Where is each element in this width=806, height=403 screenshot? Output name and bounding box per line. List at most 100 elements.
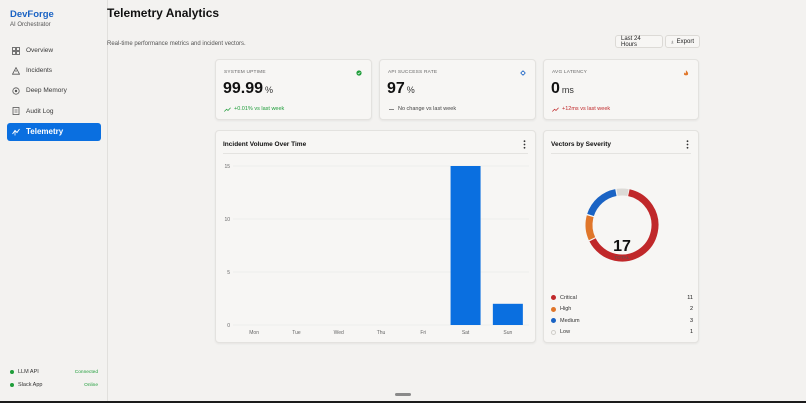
legend-swatch xyxy=(551,329,556,335)
x-tick-label: Thu xyxy=(377,330,386,336)
kpi-value: 0 ms xyxy=(551,80,574,98)
kpi-label: API SUCCESS RATE xyxy=(388,70,438,75)
sidebar-item-audit-log[interactable]: Audit Log xyxy=(7,103,101,120)
trend-up-icon xyxy=(552,107,559,112)
divider xyxy=(223,153,528,154)
kpi-card-api-success: API SUCCESS RATE 97% No change vs last w… xyxy=(379,59,536,120)
time-range-button[interactable]: Last 24 Hours xyxy=(615,35,663,48)
legend-count: 1 xyxy=(689,329,693,336)
legend-swatch xyxy=(551,306,556,312)
severity-legend: Critical 11 High 2 Medium 3 Low 1 xyxy=(551,292,693,338)
status-dot-icon xyxy=(10,370,14,374)
sidebar-item-deep-memory[interactable]: Deep Memory xyxy=(7,82,101,99)
export-button[interactable]: Export xyxy=(665,35,700,48)
kpi-label: SYSTEM UPTIME xyxy=(224,70,266,75)
y-tick-label: 10 xyxy=(224,217,230,223)
sidebar-item-overview[interactable]: Overview xyxy=(7,42,101,59)
donut-slice-high xyxy=(585,188,659,262)
brand[interactable]: DevForge AI Orchestrator xyxy=(10,9,54,28)
donut-total-label: TOTAL xyxy=(614,255,630,260)
severity-card: Vectors by Severity 17 TOTAL Critical 11… xyxy=(543,130,699,343)
integration-status-llm: LLM API Connected xyxy=(10,369,98,375)
sidebar: DevForge AI Orchestrator Overview Incide… xyxy=(0,0,108,403)
sidebar-item-label: Deep Memory xyxy=(26,87,67,95)
kpi-number: 0 xyxy=(551,80,560,97)
integration-status-slack: Slack App Online xyxy=(10,382,98,388)
kpi-unit: % xyxy=(265,85,274,95)
telemetry-icon xyxy=(12,128,20,136)
legend-item-critical: Critical 11 xyxy=(551,292,693,304)
y-tick-label: 5 xyxy=(227,270,230,276)
brand-subtitle: AI Orchestrator xyxy=(10,22,51,28)
integration-state: Online xyxy=(84,382,98,388)
integration-state: Connected xyxy=(74,369,98,375)
kpi-value: 99.99% xyxy=(223,80,273,98)
kpi-unit: ms xyxy=(561,85,574,95)
grid-icon xyxy=(12,46,20,55)
legend-item-medium: Medium 3 xyxy=(551,315,693,327)
incident-volume-card: Incident Volume Over Time 0 5 10 15 Mon Tue We… xyxy=(215,130,536,343)
flame-icon xyxy=(683,70,689,76)
log-icon xyxy=(12,107,20,115)
kpi-trend: No change vs last week xyxy=(388,106,456,112)
export-label: Export xyxy=(676,38,694,45)
legend-count: 3 xyxy=(689,317,693,324)
kpi-trend: +12ms vs last week xyxy=(552,106,610,112)
card-title: Vectors by Severity xyxy=(551,141,611,148)
kpi-trend-text: No change vs last week xyxy=(398,106,457,112)
legend-label: Low xyxy=(560,329,571,336)
kpi-trend-text: +0.01% vs last week xyxy=(234,106,285,112)
kpi-trend: +0.01% vs last week xyxy=(224,106,284,112)
legend-count: 2 xyxy=(689,306,693,313)
sidebar-item-label: Audit Log xyxy=(26,107,54,115)
incident-bar-chart: 0 5 10 15 Mon Tue Wed Thu Fri Sat Sun xyxy=(224,164,529,336)
donut-total: 17 xyxy=(613,238,631,255)
kpi-card-latency: AVG LATENCY 0 ms +12ms vs last week xyxy=(543,59,699,120)
x-tick-label: Sat xyxy=(462,330,470,336)
kpi-label: AVG LATENCY xyxy=(552,70,588,75)
integration-name: Slack App xyxy=(18,382,43,388)
sidebar-item-incidents[interactable]: Incidents xyxy=(7,62,101,79)
legend-label: Critical xyxy=(560,294,577,301)
x-tick-label: Mon xyxy=(249,330,259,336)
more-options-icon[interactable] xyxy=(686,140,689,149)
brand-name: DevForge xyxy=(10,9,54,20)
divider xyxy=(551,153,691,154)
kpi-number: 99.99 xyxy=(223,80,264,97)
legend-swatch xyxy=(551,318,556,324)
bar-sun xyxy=(492,303,523,325)
kpi-number: 97 xyxy=(387,80,405,97)
more-options-icon[interactable] xyxy=(523,140,526,149)
sidebar-item-telemetry[interactable]: Telemetry xyxy=(7,122,101,141)
legend-label: High xyxy=(560,306,572,313)
memory-icon xyxy=(12,87,20,95)
warning-icon xyxy=(12,66,20,75)
legend-label: Medium xyxy=(560,317,580,324)
kpi-value: 97% xyxy=(387,80,415,98)
x-tick-label: Wed xyxy=(334,330,344,336)
dash-icon xyxy=(389,108,394,110)
page-title: Telemetry Analytics xyxy=(107,6,220,20)
sidebar-nav: Overview Incidents Deep Memory Audit Log… xyxy=(7,42,101,144)
scroll-handle[interactable] xyxy=(395,393,411,396)
x-tick-label: Fri xyxy=(420,330,426,336)
legend-item-high: High 2 xyxy=(551,304,693,316)
window-bottom-edge xyxy=(0,401,806,403)
legend-swatch xyxy=(551,295,556,301)
trend-up-icon xyxy=(224,107,231,112)
kpi-unit: % xyxy=(406,85,415,95)
severity-donut-chart: 17 TOTAL xyxy=(585,188,659,262)
x-tick-label: Tue xyxy=(292,330,301,336)
bar-sat xyxy=(450,166,481,325)
download-icon xyxy=(671,40,674,43)
kpi-trend-text: +12ms vs last week xyxy=(562,106,611,112)
legend-item-low: Low 1 xyxy=(551,327,693,339)
sidebar-item-label: Telemetry xyxy=(26,127,64,137)
kpi-card-uptime: SYSTEM UPTIME 99.99% +0.01% vs last week xyxy=(215,59,372,120)
sidebar-item-label: Overview xyxy=(26,47,54,54)
status-dot-icon xyxy=(356,70,362,76)
donut-slice-critical xyxy=(585,188,659,262)
page-subtitle: Real-time performance metrics and incide… xyxy=(107,41,246,47)
card-title: Incident Volume Over Time xyxy=(223,141,307,148)
target-icon xyxy=(520,70,526,76)
